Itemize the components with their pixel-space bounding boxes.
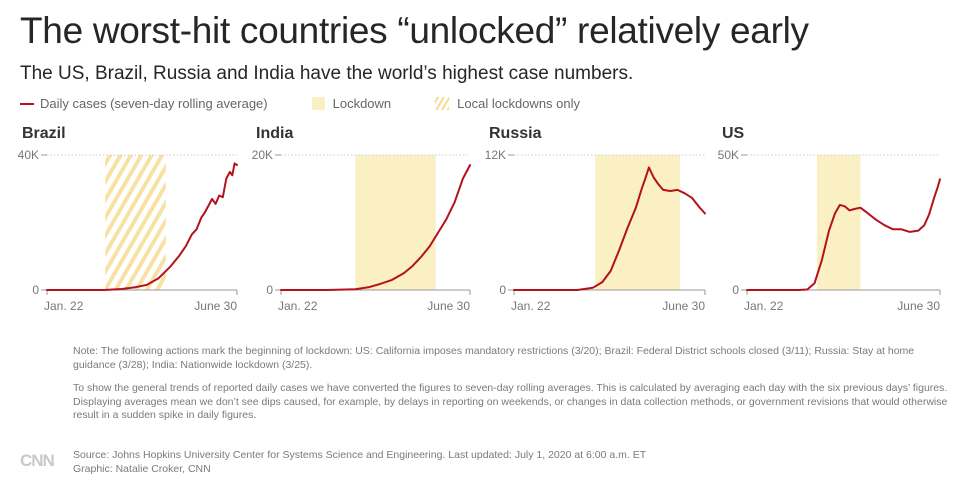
- legend-label-daily-cases: Daily cases (seven-day rolling average): [40, 96, 268, 111]
- daily-cases-line: [746, 178, 941, 291]
- graphic-credit: Graphic: Natalie Croker, CNN: [73, 463, 211, 475]
- x-tick-label: Jan. 22: [744, 299, 784, 313]
- chart-panel-us: US 0 50K Jan. 22 June 30: [718, 125, 941, 313]
- cnn-logo: CNN: [20, 451, 55, 470]
- x-tick-label: June 30: [427, 299, 470, 313]
- legend-lockdown-swatch: [311, 97, 325, 110]
- small-multiples-charts: Brazil 0 40K Jan. 22 June 30 India 0 20K Jan. 22…: [18, 125, 941, 313]
- panel-title: Russia: [489, 125, 542, 142]
- method-note: To show the general trends of reported d…: [73, 382, 948, 421]
- y-tick-label: 0: [32, 283, 39, 297]
- legend-line-swatch: [20, 102, 34, 105]
- x-tick-label: June 30: [194, 299, 237, 313]
- chart-subtitle: The US, Brazil, Russia and India have th…: [20, 63, 634, 84]
- chart-panel-russia: Russia 0 12K Jan. 22 June 30: [485, 125, 706, 313]
- lockdown-note: Note: The following actions mark the beg…: [73, 345, 915, 371]
- chart-title: The worst-hit countries “unlocked” relat…: [20, 10, 809, 51]
- y-tick-label: 40K: [18, 148, 39, 162]
- panel-title: India: [256, 125, 293, 142]
- chart-panel-india: India 0 20K Jan. 22 June 30: [252, 125, 471, 313]
- y-tick-label: 50K: [718, 148, 739, 162]
- y-tick-label: 20K: [252, 148, 273, 162]
- legend-hatch-swatch: [435, 97, 450, 110]
- x-tick-label: Jan. 22: [44, 299, 84, 313]
- footer: Source: Johns Hopkins University Center …: [73, 448, 646, 476]
- panel-title: US: [722, 125, 745, 142]
- legend-item-local-lockdowns: Local lockdowns only: [435, 96, 580, 111]
- legend-label-local-lockdowns: Local lockdowns only: [457, 96, 581, 111]
- daily-cases-line: [280, 164, 471, 291]
- legend: Daily cases (seven-day rolling average) …: [20, 96, 624, 111]
- lockdown-band: [355, 155, 436, 290]
- x-tick-label: Jan. 22: [511, 299, 551, 313]
- y-tick-label: 0: [499, 283, 506, 297]
- legend-label-lockdown: Lockdown: [332, 96, 392, 111]
- y-tick-label: 0: [732, 283, 739, 297]
- y-tick-label: 12K: [485, 148, 506, 162]
- daily-cases-line: [513, 166, 706, 291]
- y-tick-label: 0: [266, 283, 273, 297]
- chart-panel-brazil: Brazil 0 40K Jan. 22 June 30: [18, 125, 238, 313]
- source-note: Source: Johns Hopkins University Center …: [73, 449, 647, 461]
- x-tick-label: June 30: [897, 299, 940, 313]
- panel-title: Brazil: [22, 125, 66, 142]
- notes: Note: The following actions mark the beg…: [73, 345, 953, 433]
- lockdown-band: [595, 155, 680, 290]
- lockdown-band: [816, 155, 861, 290]
- legend-item-lockdown: Lockdown: [311, 96, 392, 111]
- legend-item-daily-cases: Daily cases (seven-day rolling average): [20, 96, 268, 111]
- daily-cases-line: [46, 162, 238, 291]
- x-tick-label: Jan. 22: [278, 299, 318, 313]
- x-tick-label: June 30: [662, 299, 705, 313]
- local-lockdown-band: [105, 155, 166, 290]
